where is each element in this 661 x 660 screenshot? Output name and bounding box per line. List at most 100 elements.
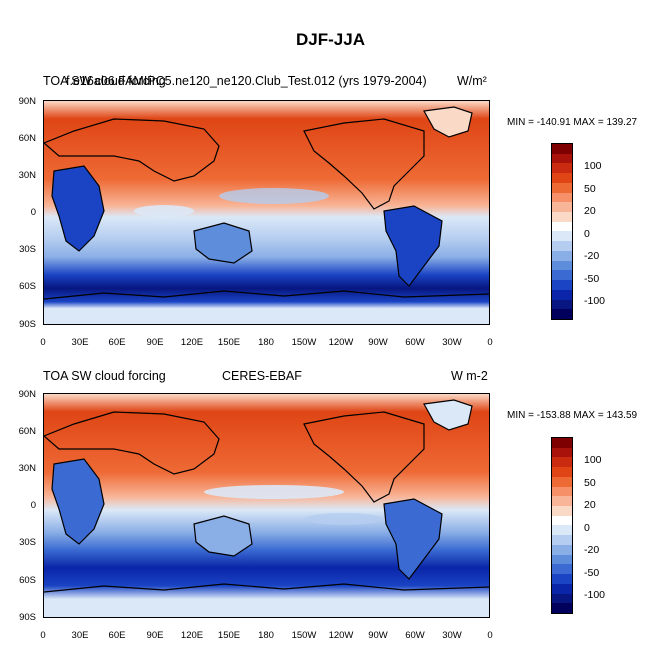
lat-tick: 60S: [19, 281, 36, 292]
panel-left-title: TOA SW cloud forcing: [43, 74, 166, 88]
lon-tick: 30W: [442, 337, 462, 348]
colorbar-swatch: [552, 182, 572, 193]
lon-tick: 30W: [442, 630, 462, 641]
lat-tick: 30S: [19, 537, 36, 548]
panel-units: W/m²: [457, 74, 487, 88]
colorbar-swatch: [552, 241, 572, 251]
map-plot: [43, 100, 490, 325]
lon-tick: 90E: [146, 630, 164, 641]
colorbar-swatch: [552, 280, 572, 290]
colorbar-swatch: [552, 270, 572, 281]
lat-tick: 60N: [18, 426, 36, 437]
colorbar-swatch: [552, 525, 572, 536]
colorbar-swatch: [552, 250, 572, 261]
colorbar: [551, 143, 573, 320]
colorbar-label: 100: [584, 454, 602, 466]
panel-center-title: f.e16a06.FAMIPC5.ne120_ne120.Club_Test.0…: [66, 74, 427, 88]
lon-tick: 90W: [368, 630, 388, 641]
colorbar-swatch: [552, 202, 572, 213]
lat-tick: 30S: [19, 244, 36, 255]
colorbar-swatch: [552, 496, 572, 507]
lon-tick: 150W: [291, 630, 317, 641]
panel-model: TOA SW cloud forcing f.e16a06.FAMIPC5.ne…: [18, 74, 638, 348]
colorbar-swatch: [552, 554, 572, 565]
colorbar-swatch: [552, 544, 572, 555]
colorbar-swatch: [552, 192, 572, 203]
lon-tick: 30E: [71, 630, 89, 641]
lat-tick: 60S: [19, 575, 36, 586]
lon-tick: 60W: [405, 337, 425, 348]
colorbar-swatch: [552, 515, 572, 526]
colorbar-swatch: [552, 231, 572, 242]
colorbar-label: 0: [584, 522, 590, 534]
colorbar-swatch: [552, 467, 572, 477]
lat-tick: 30N: [18, 170, 36, 181]
lon-tick: 120W: [328, 630, 354, 641]
colorbar-swatch: [552, 299, 572, 310]
colorbar-label: 50: [584, 477, 596, 489]
panel-center-title: CERES-EBAF: [222, 369, 302, 383]
colorbar: [551, 437, 573, 614]
lon-tick: 0: [487, 630, 493, 641]
colorbar-swatch: [552, 173, 572, 183]
colorbar-swatch: [552, 603, 572, 613]
lon-tick: 120E: [180, 630, 204, 641]
lon-tick: 90E: [146, 337, 164, 348]
colorbar-swatch: [552, 447, 572, 458]
lat-tick: 60N: [18, 133, 36, 144]
colorbar-label: -100: [584, 589, 606, 601]
lon-tick: 30E: [71, 337, 89, 348]
lon-tick: 150E: [217, 630, 241, 641]
lat-tick: 90N: [18, 96, 36, 107]
lat-tick: 90N: [18, 389, 36, 400]
colorbar-label: -100: [584, 295, 606, 307]
lat-tick: 90S: [19, 612, 36, 623]
minmax-label: MIN = -153.88 MAX = 143.59: [507, 410, 638, 421]
colorbar-swatch: [552, 535, 572, 545]
lon-tick: 120W: [328, 337, 354, 348]
lat-tick: 90S: [19, 319, 36, 330]
colorbar-label: -20: [584, 250, 600, 262]
map-plot: [43, 393, 490, 618]
colorbar-label: -20: [584, 544, 600, 556]
lon-tick: 180: [258, 337, 274, 348]
colorbar-swatch: [552, 506, 572, 516]
lon-tick: 0: [40, 337, 46, 348]
colorbar-swatch: [552, 574, 572, 584]
lon-tick: 90W: [368, 337, 388, 348]
lon-tick: 0: [40, 630, 46, 641]
colorbar-label: 100: [584, 160, 602, 172]
lon-tick: 120E: [180, 337, 204, 348]
colorbar-label: -50: [584, 567, 600, 579]
lon-tick: 0: [487, 337, 493, 348]
colorbar-swatch: [552, 486, 572, 497]
colorbar-swatch: [552, 457, 572, 468]
lon-tick: 150E: [217, 337, 241, 348]
colorbar-swatch: [552, 583, 572, 594]
colorbar-swatch: [552, 163, 572, 174]
colorbar-label: -50: [584, 273, 600, 285]
colorbar-swatch: [552, 212, 572, 222]
lon-tick: 60E: [108, 630, 126, 641]
colorbar-label: 50: [584, 183, 596, 195]
colorbar-swatch: [552, 153, 572, 164]
colorbar-label: 20: [584, 499, 596, 511]
panel-units: W m-2: [451, 369, 488, 383]
lon-tick: 60E: [108, 337, 126, 348]
colorbar-swatch: [552, 438, 572, 448]
colorbar-swatch: [552, 476, 572, 487]
colorbar-swatch: [552, 593, 572, 604]
panel-left-title: TOA SW cloud forcing: [43, 369, 166, 383]
colorbar-label: 20: [584, 205, 596, 217]
lon-tick: 150W: [291, 337, 317, 348]
colorbar-label: 0: [584, 228, 590, 240]
colorbar-swatch: [552, 564, 572, 575]
colorbar-swatch: [552, 144, 572, 154]
lon-tick: 60W: [405, 630, 425, 641]
lat-tick: 0: [30, 207, 36, 218]
minmax-label: MIN = -140.91 MAX = 139.27: [507, 117, 638, 128]
colorbar-swatch: [552, 260, 572, 271]
lon-tick: 180: [258, 630, 274, 641]
colorbar-swatch: [552, 221, 572, 232]
